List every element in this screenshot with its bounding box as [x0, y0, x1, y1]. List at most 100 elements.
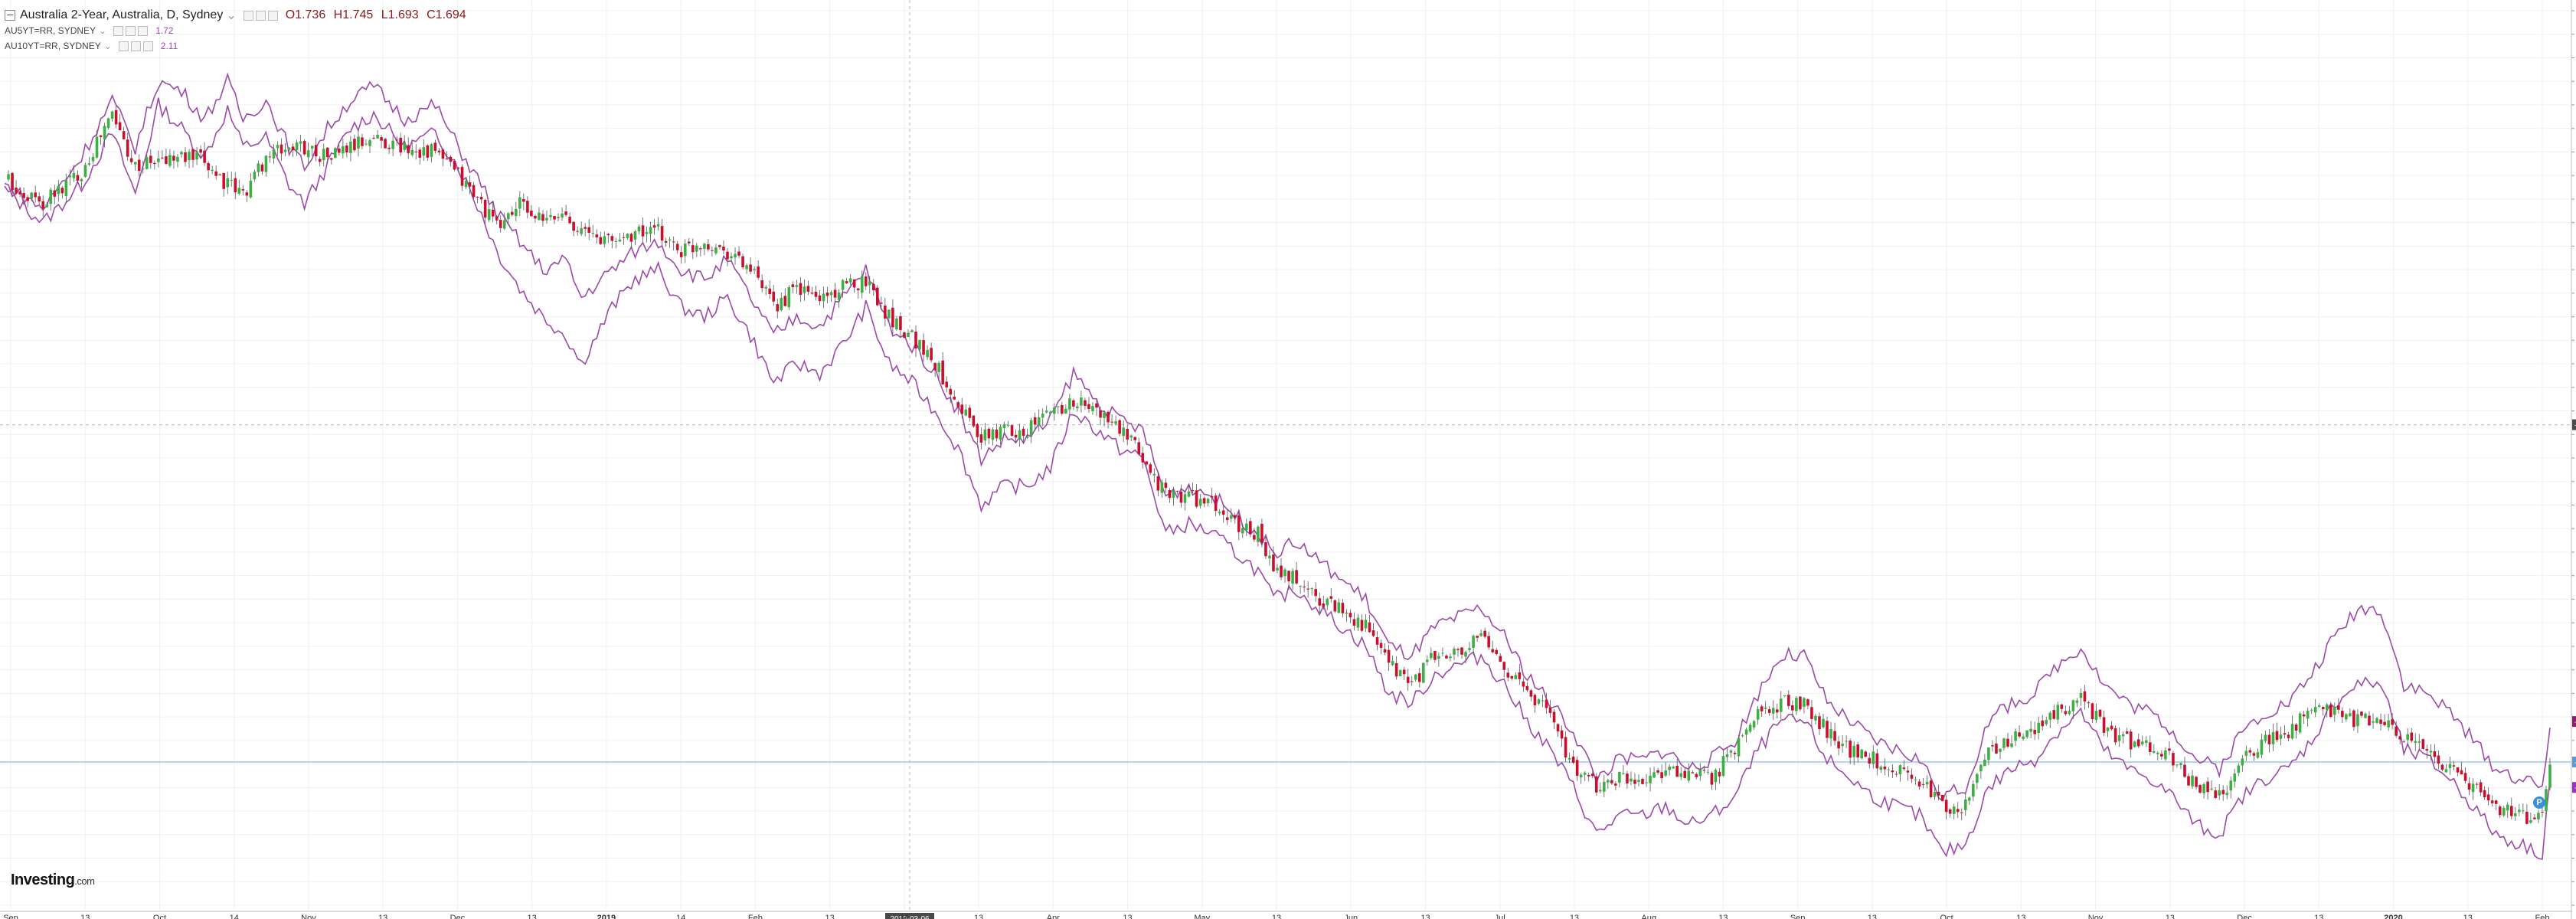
candle-body: [1048, 411, 1052, 414]
candle-body: [2098, 709, 2102, 717]
remove-icon[interactable]: [138, 25, 149, 36]
crosshair-date-box: [885, 913, 934, 919]
candle-body: [626, 234, 629, 238]
candle-body: [1522, 681, 1525, 687]
candle-body: [1141, 453, 1145, 463]
candle-body: [737, 251, 740, 256]
candle-body: [426, 145, 430, 158]
settings-icon[interactable]: [126, 25, 136, 36]
candle-body: [656, 224, 660, 227]
candle-body: [1652, 772, 1656, 778]
last-value-badge: [2572, 782, 2576, 793]
candle-body: [2463, 773, 2467, 781]
candle-body: [1979, 764, 1983, 772]
candle-body: [437, 150, 441, 152]
candle-body: [1637, 780, 1640, 782]
candle-body: [407, 145, 410, 153]
candle-body: [22, 193, 25, 198]
x-tick-label: 14: [230, 914, 239, 919]
x-tick-label: 13: [1272, 914, 1281, 919]
x-tick-label: 2020: [2384, 914, 2402, 919]
candle-body: [2302, 714, 2306, 717]
candle-body: [2509, 806, 2513, 816]
candle-body: [2198, 784, 2202, 793]
candle-body: [2475, 783, 2479, 785]
candle-body: [391, 140, 394, 149]
candle-body: [561, 213, 564, 217]
candlestick-series: [7, 105, 2551, 825]
remove-icon[interactable]: [142, 41, 153, 51]
candle-body: [1729, 751, 1733, 753]
event-marker-icon[interactable]: P: [2533, 796, 2545, 809]
settings-icon[interactable]: [130, 41, 141, 51]
candle-body: [1894, 773, 1898, 775]
candle-body: [757, 266, 760, 278]
candle-body: [1175, 490, 1179, 492]
candle-body: [1264, 542, 1267, 557]
x-tick-label: 13: [378, 914, 387, 919]
x-tick-label: Feb: [748, 914, 763, 919]
candle-body: [1902, 767, 1906, 770]
candle-body: [1917, 781, 1921, 787]
chevron-down-icon[interactable]: ⌄: [226, 9, 237, 22]
candle-body: [1299, 585, 1302, 587]
candle-body: [2153, 751, 2156, 754]
main-series-legend[interactable]: Australia 2-Year, Australia, D, Sydney ⌄…: [5, 8, 471, 23]
x-tick-label: 13: [1570, 914, 1579, 919]
candle-body: [949, 388, 953, 395]
candle-body: [2014, 731, 2017, 741]
candle-body: [460, 166, 464, 186]
x-tick-label: Jul: [1495, 914, 1505, 919]
candle-body: [1091, 406, 1094, 411]
candle-body: [945, 381, 948, 388]
candle-body: [2337, 705, 2340, 710]
settings-icon[interactable]: [255, 10, 266, 21]
study-legend-au10y[interactable]: AU10YT=RR, SYDNEY ⌄ 2.11: [5, 38, 471, 54]
candle-body: [1014, 434, 1018, 438]
candle-body: [1122, 427, 1125, 437]
candle-body: [1529, 690, 1533, 697]
candle-body: [1906, 770, 1910, 773]
candle-body: [1660, 772, 1663, 779]
candle-body: [422, 147, 426, 156]
candle-body: [864, 276, 868, 286]
candle-body: [334, 148, 337, 159]
candle-body: [2298, 713, 2302, 733]
x-tick-label: 13: [2016, 914, 2025, 919]
remove-icon[interactable]: [267, 10, 278, 21]
candle-body: [99, 135, 103, 137]
candle-body: [1061, 404, 1064, 414]
candle-body: [545, 217, 548, 221]
visibility-toggle-icon[interactable]: [113, 25, 124, 36]
visibility-toggle-icon[interactable]: [243, 10, 253, 21]
visibility-toggle-icon[interactable]: [118, 41, 129, 51]
candle-body: [1791, 705, 1794, 711]
candle-body: [822, 293, 825, 302]
time-axis[interactable]: Sep 13 Oct 14 Nov 13 Dec 13 2019 14 Feb 13 M 13 Apr 13 M…: [3, 914, 2549, 919]
candle-body: [964, 409, 968, 416]
candle-body: [368, 140, 371, 146]
candle-body: [2372, 721, 2375, 723]
x-tick-label: 13: [825, 914, 834, 919]
candle-body: [103, 126, 106, 139]
chevron-down-icon[interactable]: ⌄: [99, 25, 107, 36]
study-legend-au5y[interactable]: AU5YT=RR, SYDNEY ⌄ 1.72: [5, 23, 471, 38]
candle-body: [299, 141, 302, 144]
candle-body: [2494, 800, 2498, 804]
x-tick-label: 13: [80, 914, 90, 919]
study-label: AU5YT=RR, SYDNEY: [5, 25, 96, 36]
candle-body: [280, 144, 283, 154]
candle-body: [1379, 643, 1383, 648]
price-axis[interactable]: 17.50%15.00%12.50%10.00%7.50%5.00%2.50%0…: [2571, 8, 2576, 911]
candle-body: [1095, 403, 1098, 408]
candle-body: [703, 244, 706, 249]
candle-body: [2256, 752, 2260, 758]
candle-body: [1622, 773, 1625, 774]
candle-body: [441, 149, 445, 159]
chevron-down-icon[interactable]: ⌄: [103, 41, 112, 51]
candle-body: [1260, 523, 1263, 543]
candle-body: [322, 149, 325, 161]
collapse-icon[interactable]: [5, 10, 15, 21]
candle-body: [2548, 764, 2551, 788]
